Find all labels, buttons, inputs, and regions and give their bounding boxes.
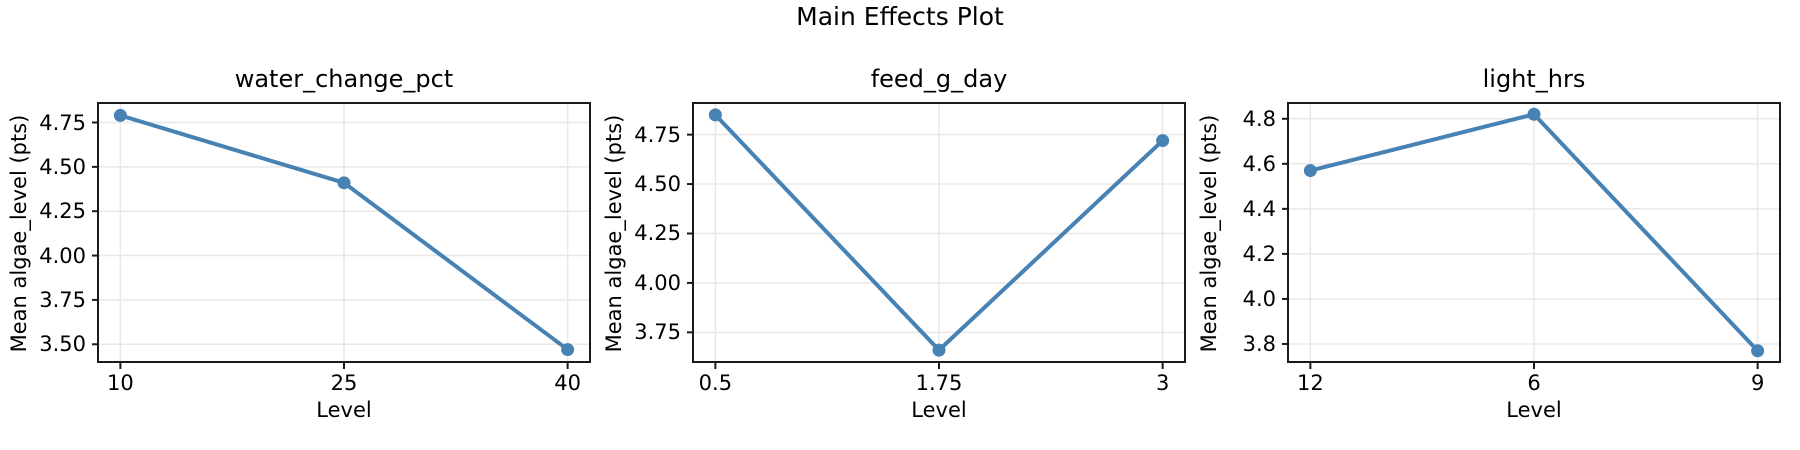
data-point-marker (1751, 344, 1765, 358)
plot-area-water_change_pct (92, 102, 591, 369)
y-tick-label: 3.75 (634, 320, 681, 345)
plot-area-feed_g_day (687, 102, 1186, 369)
x-axis-label: Level (911, 398, 967, 422)
x-tick-label: 0.5 (698, 371, 733, 395)
data-point-marker (708, 108, 722, 122)
data-point-marker (1527, 107, 1541, 121)
y-tick-label: 4.25 (634, 221, 681, 246)
x-tick-label: 40 (554, 371, 581, 395)
y-tick-label: 3.8 (1242, 331, 1276, 356)
data-point-marker (1156, 134, 1170, 148)
plot-area-light_hrs (1282, 102, 1781, 369)
data-point-marker (561, 343, 575, 357)
y-tick-label: 4.50 (634, 172, 681, 197)
plot-border (97, 102, 591, 363)
data-point-marker (337, 176, 351, 190)
x-tick-label: 3 (1155, 371, 1170, 395)
y-tick-label: 4.75 (634, 122, 681, 147)
x-axis-label: Level (1506, 398, 1562, 422)
y-tick-label: 4.4 (1242, 196, 1276, 221)
data-point-marker (1303, 164, 1317, 178)
data-point-marker (932, 343, 946, 357)
x-tick-label: 9 (1750, 371, 1765, 395)
data-point-marker (113, 108, 127, 122)
subplot-title-feed_g_day: feed_g_day (870, 65, 1008, 93)
y-axis-label: Mean algae_level (pts) (1196, 114, 1221, 352)
x-tick-label: 10 (106, 371, 134, 395)
y-axis-label: Mean algae_level (pts) (6, 114, 31, 352)
subplot-title-light_hrs: light_hrs (1482, 65, 1586, 93)
x-tick-label: 25 (330, 371, 358, 395)
y-tick-label: 4.25 (39, 199, 86, 224)
plot-border (1287, 102, 1781, 363)
plot-border (692, 102, 1186, 363)
y-tick-label: 4.8 (1242, 106, 1276, 131)
x-tick-label: 12 (1296, 371, 1324, 395)
y-tick-label: 3.75 (39, 287, 86, 312)
subplot-title-water_change_pct: water_change_pct (234, 65, 454, 93)
y-tick-label: 4.00 (39, 243, 86, 268)
x-axis-label: Level (316, 398, 372, 422)
y-tick-label: 4.2 (1242, 241, 1276, 266)
y-tick-label: 4.6 (1242, 151, 1276, 176)
figure-title: Main Effects Plot (796, 2, 1004, 31)
y-tick-label: 4.75 (39, 110, 86, 135)
y-tick-label: 4.00 (634, 270, 681, 295)
y-tick-label: 4.0 (1242, 286, 1276, 311)
y-tick-label: 3.50 (39, 332, 86, 357)
y-tick-label: 4.50 (39, 154, 86, 179)
x-tick-label: 6 (1527, 371, 1541, 395)
x-tick-label: 1.75 (915, 371, 963, 395)
